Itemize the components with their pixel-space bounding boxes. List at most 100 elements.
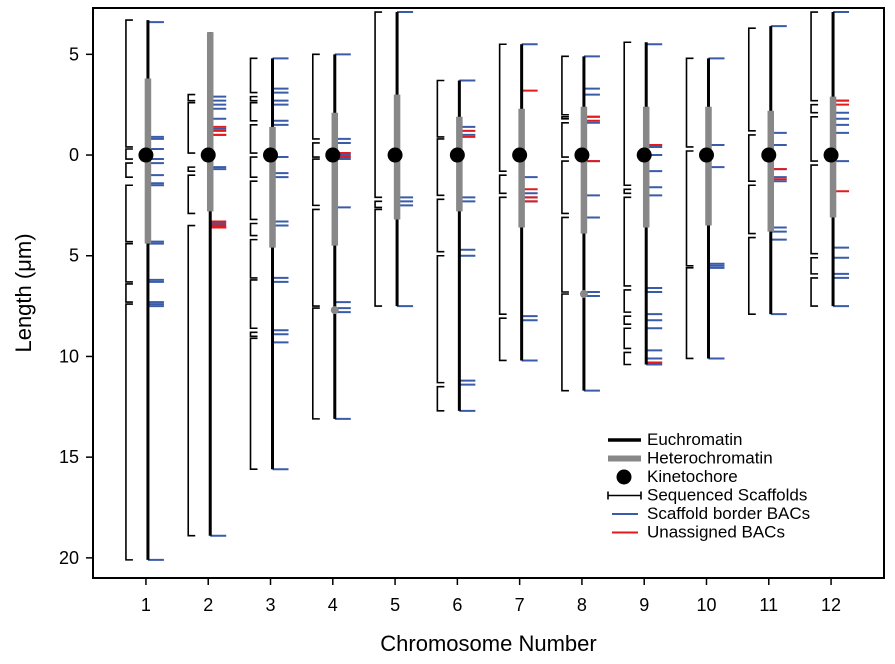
x-tick-label: 5 — [390, 595, 400, 615]
scaffold-bracket — [561, 55, 569, 116]
scaffold-bracket — [747, 134, 756, 183]
scaffold-bracket — [374, 208, 383, 307]
legend-label: Unassigned BACs — [647, 523, 785, 542]
scaffold-bracket — [498, 174, 507, 195]
chromosome-5 — [374, 11, 414, 308]
scaffold-bracket — [311, 142, 320, 158]
legend-dot-symbol — [616, 469, 632, 485]
scaffold-bracket — [311, 158, 320, 207]
y-tick-label: 0 — [69, 145, 79, 165]
scaffold-bracket — [561, 160, 569, 215]
kinetochore-dot — [636, 147, 652, 163]
y-axis-title: Length (μm) — [11, 233, 36, 352]
scaffold-bracket — [249, 156, 258, 178]
y-tick-label: 15 — [59, 447, 79, 467]
x-axis-ticks: 1 2 3 4 5 6 7 8 9 10 11 12 — [141, 578, 841, 615]
scaffold-bracket — [623, 188, 632, 195]
scaffold-bracket — [810, 11, 819, 102]
scaffold-bracket — [498, 317, 507, 362]
y-tick-label: 10 — [59, 346, 79, 366]
scaffold-bracket — [249, 331, 258, 338]
scaffold-bracket — [561, 115, 569, 120]
kinetochore-dot — [761, 147, 777, 163]
kinetochore-dot — [449, 147, 465, 163]
scaffold-bracket — [436, 79, 445, 138]
y-axis-ticks: 5 0 5 10 15 20 — [59, 44, 93, 568]
knob-dot — [330, 306, 339, 315]
plot-frame — [92, 7, 885, 579]
scaffold-bracket — [249, 101, 258, 122]
scaffold-bracket — [561, 122, 569, 158]
scaffold-bracket — [810, 164, 819, 255]
scaffold-bracket — [747, 236, 756, 315]
scaffold-bracket — [311, 208, 320, 307]
x-tick-label: 1 — [141, 595, 151, 615]
chromosome-10 — [685, 57, 725, 360]
legend-label: Sequenced Scaffolds — [647, 486, 807, 505]
scaffold-bracket — [125, 283, 133, 303]
scaffold-bracket — [436, 385, 445, 412]
x-tick-label: 8 — [577, 595, 587, 615]
legend-bracket-symbol — [607, 491, 642, 500]
chromosome-6 — [436, 79, 476, 412]
scaffold-bracket — [249, 222, 258, 237]
y-tick-label: 5 — [69, 44, 79, 64]
kinetochore-dot — [574, 147, 590, 163]
kinetochore-dot — [263, 147, 279, 163]
scaffold-bracket — [187, 93, 196, 102]
scaffold-bracket — [685, 150, 694, 267]
legend-label: Euchromatin — [647, 430, 742, 449]
x-tick-label: 7 — [515, 595, 525, 615]
knob-dot — [579, 290, 588, 299]
x-tick-label: 9 — [639, 595, 649, 615]
scaffold-bracket — [249, 95, 258, 102]
legend-label: Heterochromatin — [647, 449, 773, 468]
scaffold-bracket — [810, 115, 819, 162]
scaffold-bracket — [249, 124, 258, 154]
kinetochore-dot — [823, 147, 839, 163]
legend-label: Kinetochore — [647, 467, 738, 486]
kinetochore-dot — [138, 147, 154, 163]
scaffold-bracket — [187, 101, 196, 154]
x-tick-label: 6 — [452, 595, 462, 615]
scaffold-bracket — [374, 200, 383, 209]
scaffold-bracket — [187, 174, 196, 215]
chart-marks — [125, 11, 850, 561]
scaffold-bracket — [125, 19, 133, 148]
chromosome-9 — [623, 41, 663, 366]
kinetochore-dot — [200, 147, 216, 163]
scaffold-bracket — [747, 184, 756, 235]
chromosome-7 — [498, 43, 538, 362]
x-tick-label: 12 — [821, 595, 841, 615]
scaffold-bracket — [125, 148, 133, 160]
scaffold-bracket — [810, 103, 819, 114]
x-tick-label: 3 — [266, 595, 276, 615]
scaffold-bracket — [623, 315, 632, 326]
scaffold-bracket — [623, 196, 632, 287]
chromosome-1 — [125, 19, 164, 561]
kinetochore-dot — [512, 147, 528, 163]
legend: EuchromatinHeterochromatinKinetochoreSeq… — [607, 430, 810, 542]
scaffold-bracket — [623, 289, 632, 313]
scaffold-bracket — [125, 303, 133, 561]
scaffold-bracket — [249, 337, 258, 471]
scaffold-bracket — [125, 242, 133, 283]
chromosome-4 — [311, 53, 351, 420]
kinetochore-dot — [698, 147, 714, 163]
legend-label: Scaffold border BACs — [647, 504, 810, 523]
scaffold-bracket — [623, 327, 632, 350]
scaffold-bracket — [374, 11, 383, 199]
x-tick-label: 10 — [696, 595, 716, 615]
scaffold-bracket — [249, 57, 258, 94]
scaffold-bracket — [125, 184, 133, 243]
scaffold-bracket — [311, 307, 320, 420]
x-tick-label: 2 — [203, 595, 213, 615]
y-tick-label: 5 — [69, 246, 79, 266]
scaffold-bracket — [249, 279, 258, 330]
scaffold-bracket — [436, 198, 445, 253]
chromosome-11 — [747, 25, 787, 316]
scaffold-bracket — [623, 351, 632, 366]
kinetochore-dot — [325, 147, 341, 163]
scaffold-bracket — [623, 41, 632, 187]
